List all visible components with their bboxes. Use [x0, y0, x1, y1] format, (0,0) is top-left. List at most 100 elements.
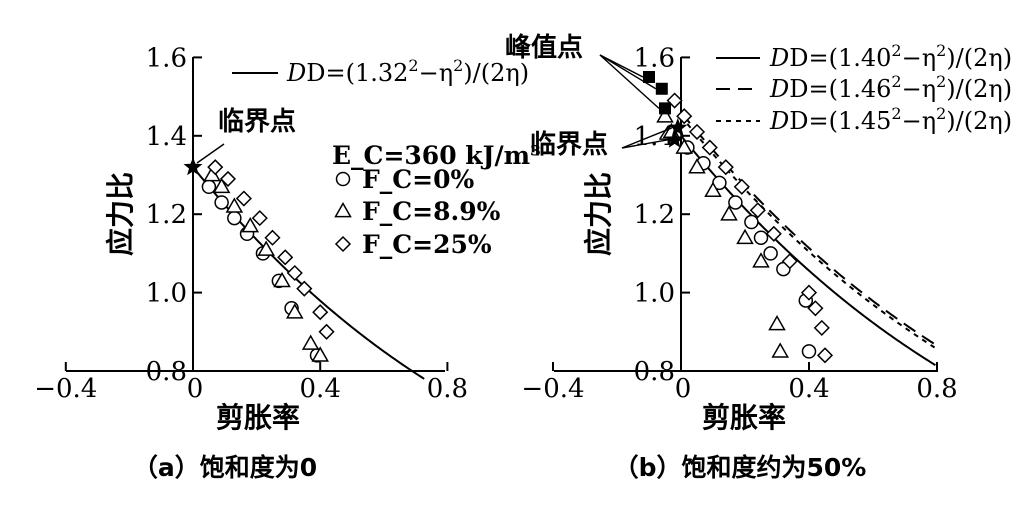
- panel-b-diamond-point: [816, 347, 834, 364]
- panel-a-diamond-point: [286, 264, 303, 282]
- panel-b-y-tick-label: 1.0: [634, 279, 675, 309]
- panel-a-circle-point: [201, 179, 217, 195]
- panel-a-diamond-point: [277, 249, 294, 266]
- panel-b-triangle-point: [768, 314, 786, 331]
- panel-a-triangle-point: [311, 346, 329, 362]
- panel-a-x-tick-label: 0: [187, 374, 204, 404]
- panel-b-fit-curve-1: [680, 135, 936, 366]
- panel-a-legend-diamond-label: F_C=25%: [362, 230, 492, 259]
- panel-b-diamond-point: [666, 92, 683, 109]
- panel-a-triangle-point: [212, 177, 231, 194]
- panel-b-peak-point: [655, 82, 668, 95]
- panel-a-legend-triangle-label: F_C=8.9%: [362, 197, 501, 226]
- panel-b-triangle-point: [675, 138, 693, 154]
- panel-b-xlabel: 剪胀率: [702, 401, 786, 434]
- panel-b-triangle-point: [656, 107, 674, 123]
- panel-b-circle-point: [763, 246, 778, 261]
- panel-a-diamond-point: [264, 229, 281, 246]
- panel-b-triangle-point: [688, 158, 706, 174]
- panel-b-diamond-point: [781, 253, 798, 270]
- panel-b-y-tick-label: 1.6: [634, 43, 675, 73]
- panel-a-legend-circle-label: F_C=0%: [362, 165, 474, 194]
- panel-a-legend-circle-marker: [335, 171, 351, 187]
- panel-a-x-tick-label: 0.8: [427, 374, 468, 404]
- panel-a-legend-diamond-marker: [334, 235, 352, 253]
- panel-b-circle-point: [744, 214, 759, 230]
- panel-a-diamond-point: [235, 190, 252, 207]
- panel-a-y-tick-label: 0.8: [146, 357, 187, 387]
- panel-b-critical-point: [665, 129, 685, 148]
- panel-b-curve-legend-label-2: DD=(1.462−η2)/(2η): [769, 72, 1012, 103]
- panel-b-curve-legend-label-1: DD=(1.402−η2)/(2η): [769, 41, 1012, 72]
- panel-b-circle-point: [753, 230, 769, 245]
- panel-a-diamond-point: [251, 210, 268, 227]
- panel-a-triangle-point: [257, 240, 275, 256]
- panel-b-triangle-point: [736, 228, 754, 245]
- panel-a-xlabel: 剪胀率: [216, 401, 300, 434]
- panel-b-chart: −0.4 0 0.4 0.80.81.01.21.41.6 应力比 剪胀率 （b）饱和…: [505, 32, 1012, 482]
- panel-b-peak-leader: [599, 54, 660, 109]
- panel-b-critical-point: [668, 117, 688, 137]
- panel-b-diamond-point: [765, 225, 782, 242]
- panel-a-circle-point: [227, 210, 242, 226]
- panel-a-diamond-point: [207, 159, 224, 176]
- panel-b-critical-leader: [621, 127, 673, 149]
- panel-a-curve-legend-label: DD=(1.322−η2)/(2η): [286, 56, 529, 87]
- panel-a-diamond-point: [318, 323, 335, 340]
- panel-a-y-tick-label: 1.0: [146, 279, 187, 309]
- panel-b-diamond-point: [701, 139, 718, 156]
- panel-b-critical-label: 临界点: [530, 129, 608, 160]
- panel-a-y-tick-label: 1.2: [146, 200, 187, 230]
- panel-b-critical-leader: [621, 139, 669, 149]
- panel-b-y-tick-label: 0.8: [634, 357, 675, 387]
- panel-a-caption: （a）饱和度为0: [133, 453, 317, 482]
- panel-b-diamond-point: [733, 178, 750, 195]
- panel-a-triangle-point: [241, 216, 260, 233]
- panel-a-legend-triangle-marker: [334, 201, 352, 218]
- panel-b-circle-point: [728, 195, 743, 210]
- panel-a-critical-point: [183, 157, 203, 176]
- panel-b-triangle-point: [704, 181, 722, 198]
- panel-a-critical-leader: [196, 143, 225, 164]
- panel-b-fit-curve-3: [680, 115, 936, 349]
- panel-b-x-tick-label: 0: [675, 374, 692, 404]
- panel-b-curve-legend-label-3: DD=(1.452−η2)/(2η): [769, 104, 1012, 135]
- panel-b-triangle-point: [752, 252, 770, 268]
- panel-a-diamond-point: [312, 304, 329, 321]
- panel-b-triangle-point: [771, 342, 789, 358]
- panel-b-diamond-point: [749, 202, 766, 219]
- panel-b-ylabel: 应力比: [582, 172, 615, 256]
- panel-b-diamond-point: [717, 159, 734, 176]
- panel-b-diamond-point: [807, 300, 824, 317]
- panel-a-y-tick-label: 1.6: [146, 43, 187, 73]
- panel-b-x-tick-label: 0.8: [916, 374, 957, 404]
- panel-b-diamond-point: [688, 123, 706, 140]
- panel-b-caption: （b）饱和度约为50%: [614, 453, 867, 482]
- panel-a-triangle-point: [301, 334, 320, 350]
- panel-b-diamond-point: [813, 319, 830, 336]
- panel-b-fit-curve-2: [680, 111, 938, 347]
- panel-b-diamond-point: [800, 284, 818, 301]
- panel-b-peak-point: [643, 71, 655, 83]
- panel-b-y-tick-label: 1.2: [634, 200, 675, 230]
- panel-a-ylabel: 应力比: [104, 172, 137, 256]
- panel-b-peak-label: 峰值点: [505, 32, 583, 63]
- panel-a-diamond-point: [219, 170, 237, 187]
- panel-a-triangle-point: [285, 303, 304, 319]
- panel-b-triangle-point: [720, 205, 738, 221]
- panel-a-y-tick-label: 1.4: [146, 122, 187, 152]
- panel-a-triangle-point: [225, 197, 244, 213]
- panel-a-circle-point: [214, 195, 229, 210]
- panel-a-triangle-point: [273, 271, 291, 288]
- panel-a-critical-label: 临界点: [218, 106, 296, 137]
- panel-b-x-tick-label: 0.4: [788, 374, 829, 404]
- panel-a-x-tick-label: −0.4: [34, 374, 97, 404]
- panel-b-peak-point: [659, 102, 671, 115]
- panel-a-diamond-point: [296, 280, 313, 297]
- panel-a-energy-label: E_C=360 kJ/m³: [332, 141, 541, 170]
- panel-a-chart: −0.4 0 0.4 0.8 0.8 1.0 1.2 1.4 1.6 应力比 剪胀率 （a）饱和…: [34, 43, 541, 482]
- panel-b-x-tick-label: −0.4: [521, 374, 584, 404]
- panel-a-x-tick-label: 0.4: [300, 374, 341, 404]
- panel-b-circle-point: [801, 344, 817, 359]
